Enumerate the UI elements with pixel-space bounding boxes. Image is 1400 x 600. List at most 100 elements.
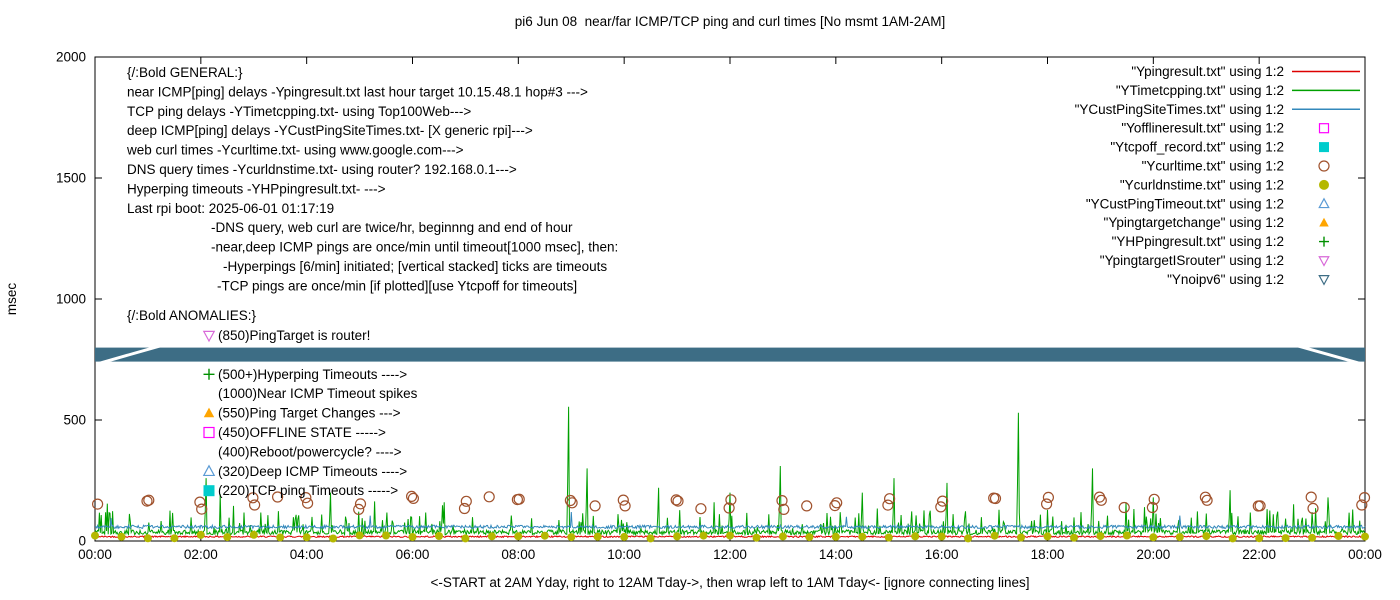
dns-point <box>461 534 470 543</box>
curl-point <box>1254 500 1266 512</box>
general-line: {/:Bold GENERAL:} <box>127 65 243 80</box>
dns-point <box>276 533 285 542</box>
general-line: web curl times -Ycurltime.txt- using www… <box>126 143 464 158</box>
curl-point <box>801 500 813 512</box>
curl-point <box>1148 493 1160 505</box>
plot-frame: 0 500 1000 1500 2000 00:00 02:00 04:00 06:00 08:0… <box>56 50 1382 563</box>
dns-point <box>223 533 232 542</box>
curl-point <box>302 497 314 509</box>
x-tick-label: 08:00 <box>501 547 535 562</box>
legend-label: "Ynoipv6" using 1:2 <box>1167 272 1284 287</box>
y-tick-label: 1500 <box>56 171 86 186</box>
legend-label: "YTimetcpping.txt" using 1:2 <box>1116 83 1284 98</box>
dns-point <box>726 531 734 540</box>
series-line-tcpping <box>94 406 1366 537</box>
curl-point <box>725 494 737 506</box>
curl-point <box>249 499 261 511</box>
anomaly-line: (400)Reboot/powercycle? ----> <box>218 444 402 459</box>
curl-point <box>406 490 418 502</box>
x-tick-label: 00:00 <box>1348 547 1382 562</box>
marker-circle-filled <box>1319 179 1329 190</box>
dns-point <box>699 531 708 540</box>
marker-triangle-filled <box>1319 217 1329 227</box>
x-tick-label: 14:00 <box>819 547 853 562</box>
legend-label: "Ycurldnstime.txt" using 1:2 <box>1120 177 1284 192</box>
marker-triangle-open <box>1318 197 1330 209</box>
marker-plus <box>203 368 215 380</box>
curl-point <box>1356 499 1368 511</box>
anomalies-header: {/:Bold ANOMALIES:} <box>127 308 257 323</box>
curl-point <box>458 502 471 515</box>
curl-point <box>619 500 631 512</box>
dns-point <box>1334 532 1343 540</box>
marker-square-open <box>1318 123 1330 134</box>
dns-point <box>1228 534 1237 543</box>
dns-point <box>593 532 602 541</box>
legend-label: "Ytcpoff_record.txt" using 1:2 <box>1110 140 1284 155</box>
y-tick-label: 0 <box>78 534 86 549</box>
curl-point <box>1042 491 1055 503</box>
dns-point <box>91 531 99 540</box>
band-notch-right <box>1296 344 1362 366</box>
curl-point <box>989 492 1002 505</box>
dns-point <box>911 532 920 541</box>
dns-point <box>1149 533 1158 542</box>
general-annotations: {/:Bold GENERAL:} near ICMP[ping] delays … <box>126 65 618 293</box>
curl-point <box>829 500 841 512</box>
dns-point <box>1017 533 1025 542</box>
y-tick-label: 2000 <box>56 50 86 65</box>
x-tick-label: 12:00 <box>713 547 747 562</box>
general-line: Hyperping timeouts -YHPpingresult.txt- -… <box>127 181 386 196</box>
dns-point <box>805 533 814 542</box>
curl-point <box>566 497 578 509</box>
curl-point <box>1146 501 1159 514</box>
dns-point <box>540 531 549 540</box>
x-tick-label: 20:00 <box>1136 547 1170 562</box>
curl-point <box>143 494 155 506</box>
curl-point <box>723 502 735 514</box>
dns-point <box>937 532 946 541</box>
marker-circle-open <box>1318 160 1330 172</box>
marker-nabla <box>202 330 216 343</box>
series-layer <box>91 406 1371 543</box>
curl-point <box>196 503 208 515</box>
legend-label: "Ycurltime.txt" using 1:2 <box>1142 159 1284 174</box>
general-line: Last rpi boot: 2025-06-01 01:17:19 <box>127 201 334 216</box>
general-line: deep ICMP[ping] delays -YCustPingSiteTim… <box>127 123 533 138</box>
curl-point <box>272 491 284 503</box>
dns-point <box>487 532 496 541</box>
dns-point <box>1070 533 1078 542</box>
anomaly-line: (850)PingTarget is router! <box>218 328 370 343</box>
marker-triangle-filled <box>203 407 215 418</box>
x-tick-label: 04:00 <box>290 547 324 562</box>
dns-point <box>329 534 338 543</box>
dns-point <box>673 532 682 541</box>
dns-point <box>990 531 999 540</box>
dns-point <box>1361 532 1369 541</box>
general-line: -DNS query, web curl are twice/hr, begin… <box>211 220 573 235</box>
curl-point <box>513 493 525 505</box>
general-line: -TCP pings are once/min [if plotted][use… <box>217 278 577 293</box>
marker-nabla <box>1318 275 1330 286</box>
curl-point <box>883 493 896 505</box>
marker-square-filled <box>203 485 215 497</box>
curl-point <box>831 497 843 509</box>
legend-label: "Yofflineresult.txt" using 1:2 <box>1121 121 1284 136</box>
dns-point <box>964 534 973 543</box>
curl-point <box>1305 491 1317 503</box>
dns-point <box>1175 533 1184 542</box>
legend-label: "YCustPingTimeout.txt" using 1:2 <box>1086 196 1284 211</box>
dns-point <box>620 532 629 541</box>
curl-point <box>935 501 947 513</box>
dns-point <box>884 533 893 542</box>
general-line: -near,deep ICMP pings are once/min until… <box>211 240 618 255</box>
dns-point <box>1308 533 1317 542</box>
anomaly-annotations: (850)PingTarget is router! (500+)Hyperpin… <box>202 328 418 498</box>
x-tick-label: 00:00 <box>78 547 112 562</box>
marker-square-open <box>203 426 215 439</box>
dns-point <box>1043 532 1052 541</box>
general-line: TCP ping delays -YTimetcpping.txt- using… <box>127 104 471 119</box>
series-line-custping <box>94 511 1366 531</box>
marker-nabla <box>1318 256 1330 267</box>
